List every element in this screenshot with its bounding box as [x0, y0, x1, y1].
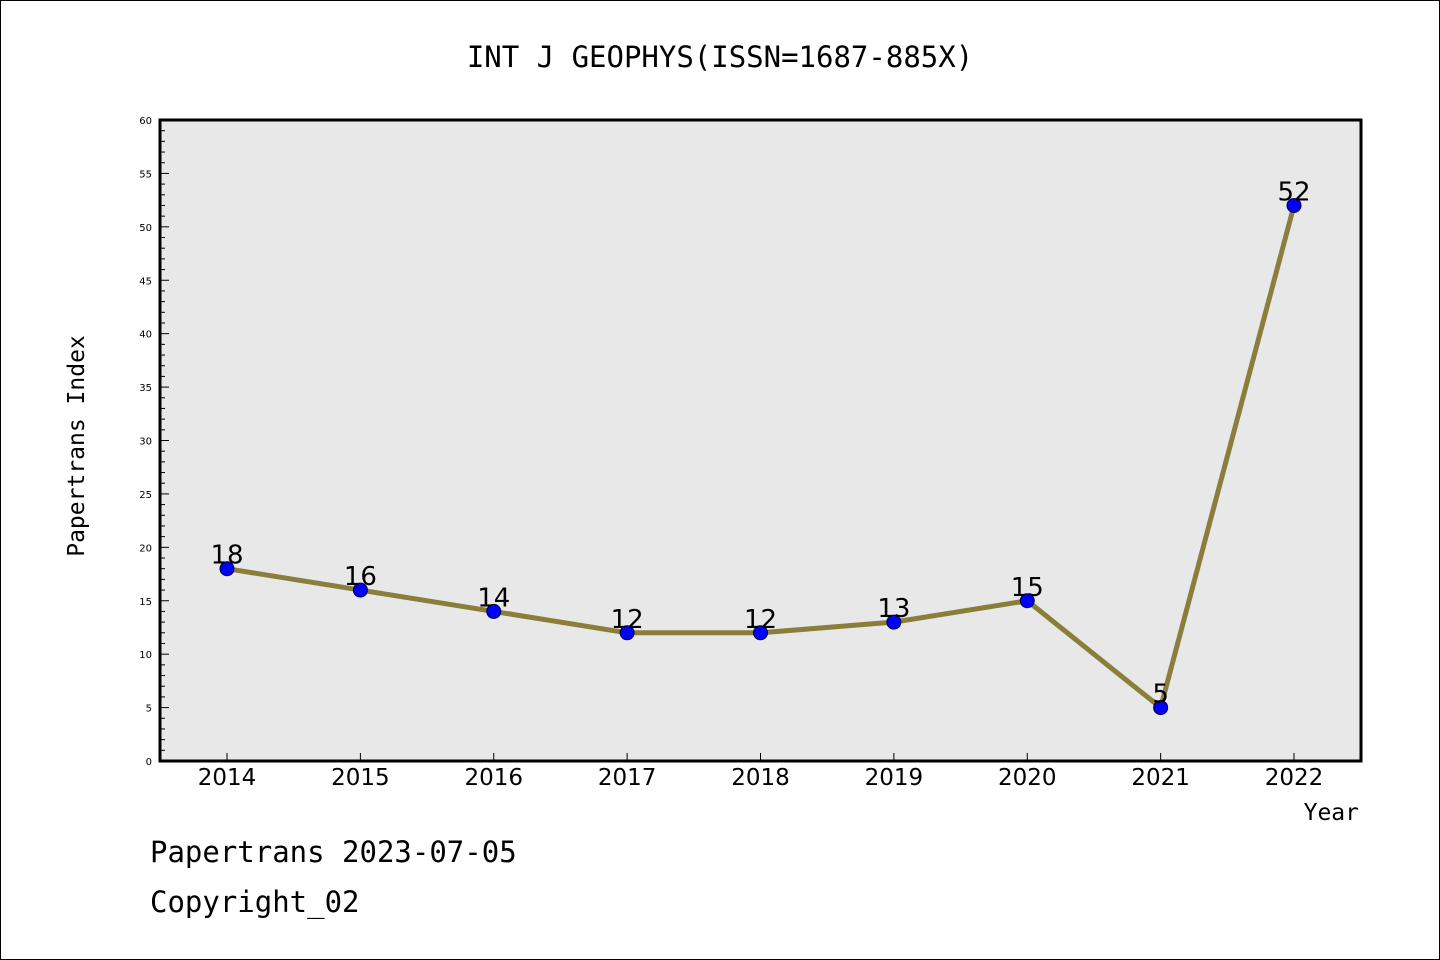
- x-tick-label: 2018: [731, 765, 790, 791]
- y-axis-label: Papertrans Index: [64, 335, 90, 557]
- y-axis: 0 5 10 15 20 25 30 35 40 45 50 55 60: [139, 116, 169, 768]
- data-labels-layer: 18 16 14 12 12 13 15 5 52: [210, 177, 1310, 709]
- x-tick-label: 2016: [464, 765, 523, 791]
- data-label: 12: [744, 605, 777, 635]
- data-label: 52: [1277, 177, 1310, 207]
- data-point: [619, 625, 635, 641]
- data-point: [1286, 197, 1302, 213]
- data-point: [753, 625, 768, 641]
- y-tick-label: 10: [139, 650, 152, 661]
- x-tick-label: 2019: [865, 765, 924, 791]
- x-axis: 2014 2015 2016 2017 2018 2019 2020 2021 2022: [198, 753, 1324, 791]
- y-tick-label: 55: [139, 169, 152, 180]
- x-axis-label: Year: [1304, 800, 1359, 826]
- y-tick-label: 25: [139, 490, 152, 501]
- y-tick-label: 20: [139, 543, 152, 554]
- data-label: 12: [611, 605, 644, 635]
- data-point: [219, 561, 235, 577]
- data-point: [352, 582, 368, 598]
- data-label: 5: [1152, 680, 1169, 710]
- data-label: 18: [210, 541, 243, 571]
- x-tick-label: 2020: [998, 765, 1057, 791]
- x-tick-label: 2022: [1265, 765, 1324, 791]
- data-label: 15: [1011, 573, 1044, 603]
- y-tick-label: 0: [146, 757, 152, 768]
- data-label: 14: [477, 583, 510, 613]
- y-tick-label: 45: [139, 276, 152, 287]
- data-point: [886, 614, 902, 630]
- footer-copyright: Copyright_02: [150, 885, 360, 919]
- data-point: [1153, 700, 1169, 716]
- y-tick-label: 5: [146, 704, 152, 715]
- x-tick-label: 2021: [1131, 765, 1190, 791]
- data-point: [486, 603, 502, 619]
- y-tick-label: 50: [139, 223, 152, 234]
- y-tick-label: 35: [139, 383, 152, 394]
- plot-area: [158, 118, 1363, 763]
- chart-title: INT J GEOPHYS(ISSN=1687-885X): [467, 40, 973, 74]
- y-tick-label: 40: [139, 330, 152, 341]
- y-tick-label: 30: [139, 437, 152, 448]
- data-label: 16: [344, 562, 377, 592]
- y-tick-label: 15: [139, 597, 152, 608]
- x-tick-label: 2014: [198, 765, 257, 791]
- series-layer: [219, 197, 1302, 716]
- footer-date: Papertrans 2023-07-05: [150, 835, 517, 869]
- y-tick-label: 60: [139, 116, 152, 127]
- x-tick-label: 2015: [331, 765, 390, 791]
- x-tick-label: 2017: [598, 765, 657, 791]
- data-label: 13: [877, 594, 910, 624]
- data-point: [1019, 593, 1035, 609]
